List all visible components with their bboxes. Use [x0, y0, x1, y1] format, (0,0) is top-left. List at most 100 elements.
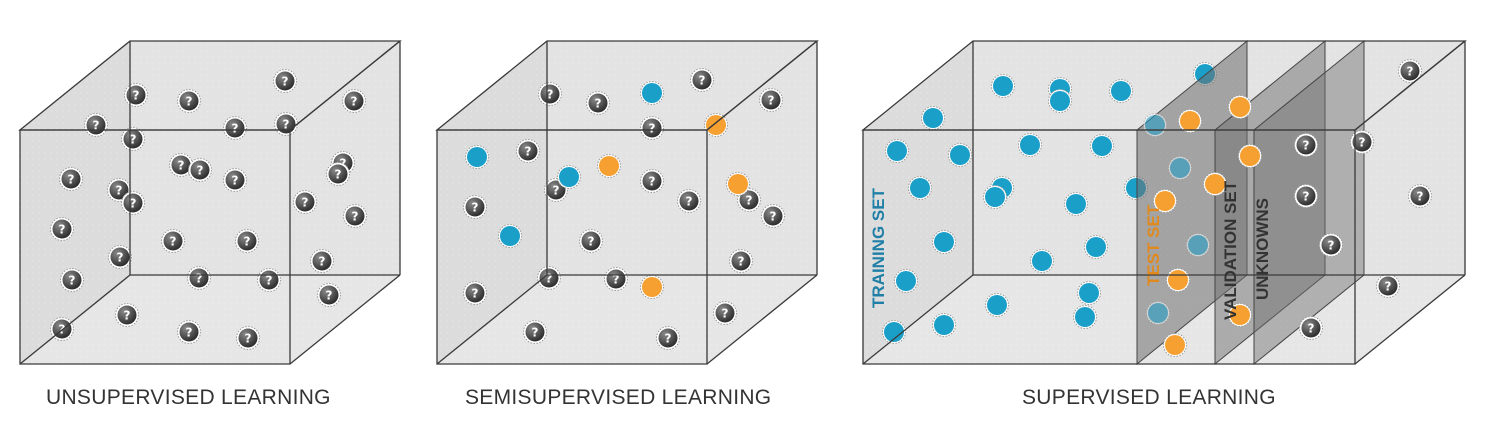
unknown-point: ?	[759, 88, 783, 112]
blue-labeled-point	[1073, 305, 1097, 329]
blue-labeled-point	[908, 176, 932, 200]
unknown-point: ?	[1376, 274, 1400, 298]
unknown-point: ?	[729, 249, 753, 273]
supervised-caption: SUPERVISED LEARNING	[1022, 386, 1276, 409]
semisupervised-caption: SEMISUPERVISED LEARNING	[465, 386, 772, 409]
blue-labeled-point	[991, 74, 1015, 98]
unknown-point: ?	[1319, 233, 1343, 257]
question-glyph: ?	[351, 94, 358, 108]
supervised-points	[882, 62, 1217, 344]
blue-labeled-point	[498, 224, 522, 248]
supervised-front-points: ????????	[1143, 59, 1432, 357]
question-glyph: ?	[770, 209, 777, 223]
question-glyph: ?	[326, 288, 333, 302]
question-glyph: ?	[130, 196, 137, 210]
unknown-point: ?	[690, 68, 714, 92]
question-glyph: ?	[1359, 135, 1366, 149]
question-glyph: ?	[1385, 279, 1392, 293]
unknown-point: ?	[236, 326, 260, 350]
unknown-point: ?	[223, 168, 247, 192]
question-glyph: ?	[186, 94, 193, 108]
unknown-point: ?	[1408, 184, 1432, 208]
unknown-point: ?	[463, 281, 487, 305]
question-glyph: ?	[699, 73, 706, 87]
blue-labeled-point	[1090, 134, 1114, 158]
unknown-point: ?	[761, 204, 785, 228]
question-glyph: ?	[532, 325, 539, 339]
blue-labeled-point	[985, 293, 1009, 317]
blue-labeled-point	[948, 143, 972, 167]
question-glyph: ?	[1328, 238, 1335, 252]
unknown-point: ?	[713, 301, 737, 325]
question-glyph: ?	[245, 331, 252, 345]
unsupervised-cube: ???????????????????????????????	[18, 40, 402, 365]
cube-edges	[861, 40, 1467, 365]
unknown-point: ?	[161, 229, 185, 253]
question-glyph: ?	[525, 144, 532, 158]
question-glyph: ?	[722, 306, 729, 320]
blue-labeled-point	[1168, 156, 1192, 180]
question-glyph: ?	[170, 234, 177, 248]
unknown-point: ?	[177, 320, 201, 344]
question-glyph: ?	[613, 272, 620, 286]
orange-labeled-point	[1203, 172, 1227, 196]
unknown-point: ?	[177, 89, 201, 113]
unknown-point: ?	[538, 82, 562, 106]
blue-labeled-point	[1030, 249, 1054, 273]
unknown-point: ?	[523, 320, 547, 344]
blue-labeled-point	[885, 139, 909, 163]
question-glyph: ?	[116, 183, 123, 197]
unknown-point: ?	[342, 89, 366, 113]
question-glyph: ?	[178, 158, 185, 172]
question-glyph: ?	[352, 209, 359, 223]
unknown-point: ?	[1294, 133, 1318, 157]
question-glyph: ?	[472, 200, 479, 214]
blue-labeled-point	[921, 106, 945, 130]
unknown-point: ?	[124, 83, 148, 107]
blue-labeled-point	[640, 81, 664, 105]
unknown-point: ?	[187, 266, 211, 290]
unknown-point: ?	[310, 249, 334, 273]
unknown-point: ?	[463, 195, 487, 219]
unknown-point: ?	[257, 268, 281, 292]
cube-edges	[18, 40, 402, 365]
orange-labeled-point	[1153, 189, 1177, 213]
blue-labeled-point	[1048, 89, 1072, 113]
semisupervised-points: ????????????????????	[463, 68, 785, 350]
question-glyph: ?	[649, 174, 656, 188]
question-glyph: ?	[1303, 138, 1310, 152]
question-glyph: ?	[283, 117, 290, 131]
question-glyph: ?	[186, 325, 193, 339]
unknown-point: ?	[273, 69, 297, 93]
blue-labeled-point	[1146, 301, 1170, 325]
question-glyph: ?	[69, 273, 76, 287]
orange-labeled-point	[597, 154, 621, 178]
question-glyph: ?	[93, 118, 100, 132]
unknown-point: ?	[50, 217, 74, 241]
blue-labeled-point	[882, 320, 906, 344]
question-glyph: ?	[553, 183, 560, 197]
question-glyph: ?	[59, 222, 66, 236]
unknowns-label: UNKNOWNS	[1253, 198, 1272, 300]
blue-labeled-point	[1109, 79, 1133, 103]
unknown-point: ?	[1350, 130, 1374, 154]
question-glyph: ?	[302, 195, 309, 209]
orange-labeled-point	[1166, 268, 1190, 292]
orange-labeled-point	[1178, 109, 1202, 133]
blue-labeled-point	[1084, 235, 1108, 259]
unknown-point: ?	[235, 229, 259, 253]
unknown-point: ?	[274, 112, 298, 136]
question-glyph: ?	[133, 88, 140, 102]
question-glyph: ?	[196, 271, 203, 285]
question-glyph: ?	[340, 156, 347, 170]
question-glyph: ?	[472, 286, 479, 300]
blue-labeled-point	[894, 269, 918, 293]
unknown-point: ?	[223, 116, 247, 140]
unknown-point: ?	[537, 266, 561, 290]
training-set-label: TRAINING SET	[869, 187, 888, 308]
question-glyph: ?	[1417, 189, 1424, 203]
blue-labeled-point	[1064, 192, 1088, 216]
question-glyph: ?	[546, 271, 553, 285]
supervised-cube: ???????? TRAINING SET TEST SET VALIDATIO…	[861, 39, 1467, 366]
blue-labeled-point	[932, 230, 956, 254]
